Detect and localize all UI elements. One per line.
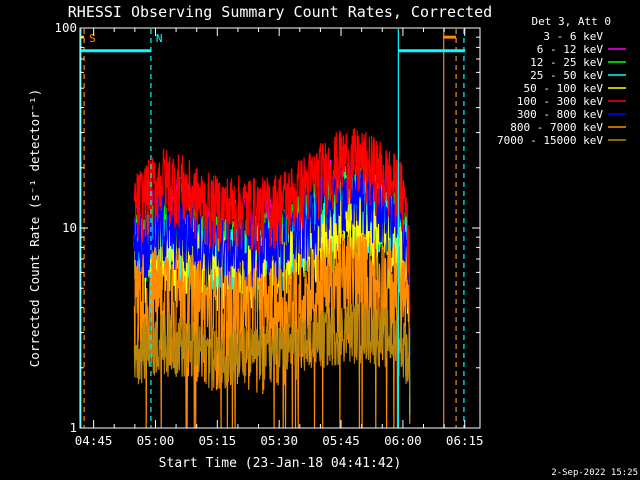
x-tick-label: 04:45 — [75, 433, 113, 448]
x-tick-label: 05:30 — [260, 433, 298, 448]
x-tick-label: 06:15 — [446, 433, 484, 448]
legend-label: 800 - 7000 keV — [510, 121, 603, 134]
x-tick-label: 06:00 — [384, 433, 422, 448]
y-tick-label: 100 — [54, 20, 77, 35]
legend-label: 25 - 50 keV — [530, 69, 603, 82]
legend-header: Det 3, Att 0 — [532, 15, 611, 28]
x-tick-label: 05:15 — [198, 433, 236, 448]
series-line-100-300-kev — [133, 128, 411, 312]
legend-label: 12 - 25 keV — [530, 56, 603, 69]
x-tick-label: 05:45 — [322, 433, 360, 448]
flag-annotation-n: N — [156, 32, 163, 45]
legend-label: 300 - 800 keV — [517, 108, 603, 121]
legend-label: 7000 - 15000 keV — [497, 134, 603, 147]
legend-label: 6 - 12 keV — [537, 43, 604, 56]
flag-annotation-s: S — [89, 32, 96, 45]
y-tick-label: 10 — [62, 220, 77, 235]
series-line-800-7000-kev — [133, 232, 411, 429]
legend-label: 100 - 300 keV — [517, 95, 603, 108]
x-tick-label: 05:00 — [137, 433, 175, 448]
x-axis-label: Start Time (23-Jan-18 04:41:42) — [159, 456, 402, 471]
y-tick-label: 1 — [69, 420, 77, 435]
legend-label: 50 - 100 keV — [524, 82, 604, 95]
generation-date: 2-Sep-2022 15:25 — [551, 468, 638, 478]
chart-title: RHESSI Observing Summary Count Rates, Co… — [68, 3, 492, 21]
series-line-7000-15000-kev — [133, 302, 411, 398]
axes: 04:45 05:00 05:15 05:30 05:45 06:00 06:15 1 10 10… — [54, 20, 483, 448]
legend-label: 3 - 6 keV — [543, 30, 603, 43]
y-axis-label: Corrected Count Rate (s⁻¹ detector⁻¹) — [27, 89, 42, 367]
